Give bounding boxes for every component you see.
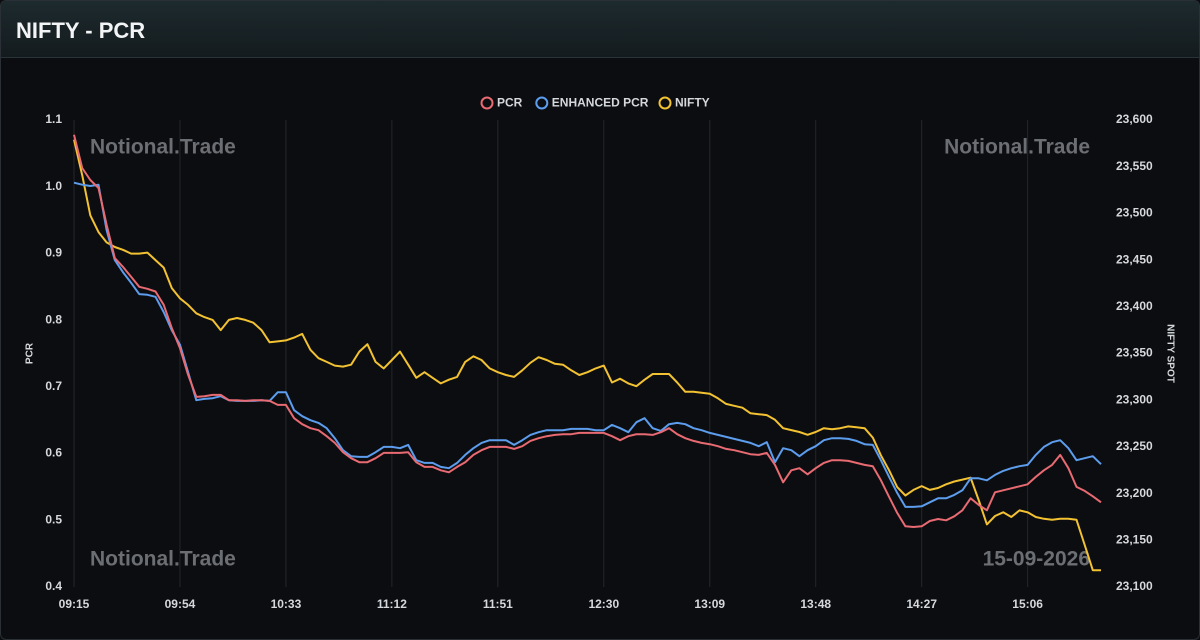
watermark: Notional.Trade — [90, 136, 236, 159]
legend-label: ENHANCED PCR — [552, 96, 649, 110]
x-tick-label: 14:27 — [906, 597, 937, 611]
x-tick-label: 09:54 — [165, 597, 196, 611]
line — [73, 139, 1101, 572]
x-tick-label: 15:06 — [1012, 597, 1043, 611]
x-tick-label: 12:30 — [588, 597, 619, 611]
y-tick-label: 0.5 — [45, 512, 62, 526]
y-tick-label: 1.0 — [45, 179, 62, 193]
y2-tick-label: 23,250 — [1116, 439, 1153, 453]
y-tick-label: 0.8 — [45, 312, 62, 326]
watermark: Notional.Trade — [90, 548, 236, 571]
legend-swatch — [535, 96, 549, 110]
watermark: 15-09-2026 — [983, 548, 1090, 571]
x-tick-label: 11:12 — [377, 597, 407, 611]
y2-tick-label: 23,450 — [1116, 252, 1153, 266]
y2-tick-label: 23,150 — [1116, 532, 1153, 546]
y2-tick-label: 23,300 — [1116, 392, 1153, 406]
legend-label: PCR — [497, 96, 523, 110]
y2-tick-label: 23,400 — [1116, 299, 1153, 313]
x-tick-label: 13:48 — [800, 597, 831, 611]
x-tick-label: 13:09 — [694, 597, 725, 611]
line — [73, 134, 1102, 528]
y-tick-label: 0.7 — [45, 379, 62, 393]
y2-tick-label: 23,350 — [1116, 346, 1153, 360]
line — [73, 181, 1102, 508]
watermark: Notional.Trade — [944, 136, 1090, 159]
y-tick-label: 0.4 — [45, 579, 62, 593]
legend-swatch — [480, 96, 494, 110]
y2-tick-label: 23,550 — [1116, 159, 1153, 173]
header: NIFTY - PCR — [1, 1, 1199, 58]
y-tick-label: 1.1 — [45, 112, 62, 126]
legend-label: NIFTY — [675, 96, 710, 110]
y2-tick-label: 23,200 — [1116, 486, 1153, 500]
y-tick-label: 0.6 — [45, 446, 62, 460]
legend-swatch — [658, 96, 672, 110]
y2-tick-label: 23,100 — [1116, 579, 1153, 593]
y-axis-label: PCR — [25, 342, 36, 364]
y2-axis-label: NIFTY SPOT — [1164, 324, 1175, 383]
x-tick-label: 09:15 — [59, 597, 90, 611]
x-tick-label: 10:33 — [271, 597, 302, 611]
y-tick-label: 0.9 — [45, 246, 62, 260]
y2-tick-label: 23,600 — [1116, 112, 1153, 126]
x-tick-label: 11:51 — [483, 597, 513, 611]
y2-tick-label: 23,500 — [1116, 206, 1153, 220]
title: NIFTY - PCR — [16, 18, 146, 43]
